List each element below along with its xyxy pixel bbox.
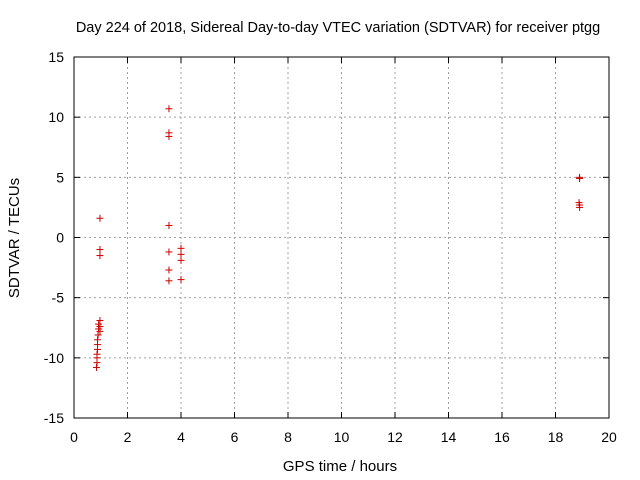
data-point — [177, 244, 185, 252]
x-tick-label: 4 — [177, 429, 185, 445]
data-point — [96, 214, 104, 222]
x-tick-label: 18 — [548, 429, 564, 445]
data-point — [96, 252, 104, 260]
data-point — [165, 221, 173, 229]
data-point — [96, 246, 104, 254]
x-tick-label: 8 — [284, 429, 292, 445]
x-tick-label: 0 — [70, 429, 78, 445]
y-tick-labels: 15 10 5 0 -5 -10 -15 — [44, 49, 64, 426]
y-axis-label: SDTVAR / TECUs — [6, 178, 23, 298]
data-point — [165, 266, 173, 274]
x-tick-labels: 0 2 4 6 8 10 12 14 16 18 20 — [70, 429, 617, 445]
data-point — [96, 317, 104, 325]
data-point — [177, 276, 185, 284]
data-point — [96, 327, 104, 335]
y-tick-label: 15 — [48, 49, 64, 65]
data-point — [576, 175, 584, 183]
data-point — [94, 331, 102, 339]
data-point — [94, 345, 102, 353]
y-tick-label: -10 — [44, 350, 64, 366]
y-tick-label: 5 — [56, 169, 64, 185]
y-tick-label: 0 — [56, 230, 64, 246]
x-axis-label: GPS time / hours — [283, 458, 397, 475]
data-point — [165, 248, 173, 256]
data-point — [177, 250, 185, 258]
x-tick-label: 6 — [231, 429, 239, 445]
x-tick-label: 2 — [124, 429, 132, 445]
data-point — [177, 256, 185, 264]
y-tick-label: -15 — [44, 410, 64, 426]
chart-title: Day 224 of 2018, Sidereal Day-to-day VTE… — [76, 20, 600, 36]
data-point — [165, 277, 173, 285]
data-point — [93, 359, 101, 367]
grid-lines — [74, 57, 609, 418]
x-tick-label: 20 — [601, 429, 617, 445]
x-tick-label: 12 — [387, 429, 403, 445]
y-tick-label: -5 — [52, 290, 65, 306]
x-tick-label: 14 — [441, 429, 457, 445]
data-point — [576, 203, 584, 211]
x-tick-label: 16 — [494, 429, 510, 445]
data-point — [165, 105, 173, 113]
axis-ticks — [73, 56, 610, 419]
y-tick-label: 10 — [48, 109, 64, 125]
data-point — [92, 363, 100, 371]
x-tick-label: 10 — [334, 429, 350, 445]
data-points — [92, 105, 584, 371]
data-point — [165, 132, 173, 140]
